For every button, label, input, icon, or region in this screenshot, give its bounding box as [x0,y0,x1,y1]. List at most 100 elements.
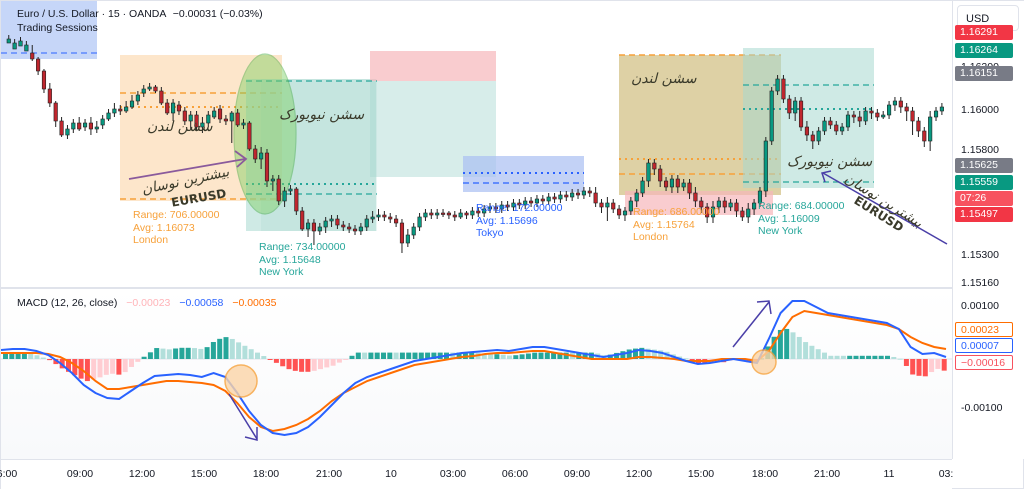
histogram-bar [185,347,191,359]
macd-histogram [3,328,947,382]
candle [675,178,680,188]
histogram-bar [355,352,361,359]
session-avg: Avg: 1.16009 [758,212,820,225]
histogram-bar [343,359,349,360]
candle [440,212,446,215]
histogram-bar [525,353,531,359]
time-tick: 15:00 [190,468,218,480]
candle [235,112,240,126]
candle [746,208,751,218]
histogram-bar [305,359,311,372]
candle [41,70,47,90]
candle [476,210,481,214]
histogram-bar [336,359,342,363]
candle [804,126,809,136]
candle [382,214,387,218]
pane-divider[interactable] [1,287,952,289]
candle [364,218,369,228]
session-stats-4: Range: 686.00000 Avg: 1.15764 London [633,206,719,244]
histogram-bar [651,349,657,359]
time-tick: 15:00 [687,468,715,480]
candle [247,122,252,150]
candle [916,120,921,132]
annotation-arrow-left [128,150,248,180]
candle [452,214,457,218]
candle [147,86,152,90]
candle [892,100,898,106]
candle [810,134,815,142]
candle [663,180,669,188]
macd-tag: 0.00007 [955,338,1013,353]
histogram-bar [796,336,802,359]
candle [165,102,170,114]
session-avg: Avg: 1.15648 [259,253,321,266]
histogram-bar [97,359,103,378]
annotation-london-session-2: سشن لندن [631,71,697,87]
candle [493,206,498,210]
candle [306,222,311,230]
candle [118,108,123,112]
histogram-bar [557,352,563,359]
histogram-bar [9,353,15,359]
candle [347,226,352,230]
candle [763,140,768,192]
time-axis[interactable]: 6:00 09:00 12:00 15:00 18:00 21:00 10 03:00 06:0… [0,459,953,491]
histogram-bar [532,352,538,359]
price-pane[interactable]: Euro / U.S. Dollar · 15 · OANDA −0.00031… [1,1,952,287]
macd-chart-canvas[interactable] [1,289,952,459]
candle [94,126,99,130]
candle [47,88,52,104]
candle [300,210,305,230]
time-tick: 10 [385,468,397,480]
histogram-bar [292,359,298,371]
price-chart-canvas[interactable] [1,1,952,287]
candle [446,212,451,216]
histogram-bar [903,359,909,366]
candle [405,234,410,244]
histogram-bar [614,352,620,359]
macd-legend[interactable]: MACD (12, 26, close) −0.00023 −0.00058 −… [17,297,276,309]
annotation-newyork-session-1: سشن نیویورک [279,107,365,123]
candle [687,182,692,194]
histogram-bar [179,347,185,359]
time-tick: 12:00 [625,468,653,480]
histogram-bar [66,359,71,372]
candle [922,130,927,142]
histogram-bar [834,355,840,359]
price-tag: 1.16151 [955,66,1013,81]
candle [264,152,270,182]
histogram-bar [47,359,53,361]
symbol-legend[interactable]: Euro / U.S. Dollar · 15 · OANDA −0.00031… [17,8,263,20]
histogram-bar [620,351,626,359]
time-tick: 18:00 [252,468,280,480]
macd-signal-value: −0.00035 [232,297,277,309]
candle [223,118,228,122]
histogram-bar [141,356,147,359]
signal-line [1,309,947,433]
candle [523,200,528,206]
candle [628,200,633,212]
candle [464,212,469,216]
candle [863,110,868,122]
price-tag: 1.15559 [955,175,1013,190]
candle [669,178,674,188]
time-tick: 12:00 [128,468,156,480]
candle [499,204,504,210]
candle [6,38,11,44]
candle [482,208,487,214]
histogram-bar [412,352,418,359]
candle [53,102,58,122]
histogram-bar [311,359,317,371]
histogram-bar [72,359,78,376]
indicator-legend-trading-sessions[interactable]: Trading Sessions [17,22,98,34]
candle [840,126,845,132]
histogram-bar [135,359,141,362]
histogram-bar [3,353,8,359]
macd-pane[interactable]: MACD (12, 26, close) −0.00023 −0.00058 −… [1,289,952,459]
histogram-bar [582,352,588,359]
histogram-bar [481,353,487,359]
candle [135,94,140,102]
candle [370,216,375,220]
price-axis[interactable]: USD 1.162001.160001.158001.153001.151600… [952,1,1024,459]
histogram-bar [790,332,796,359]
